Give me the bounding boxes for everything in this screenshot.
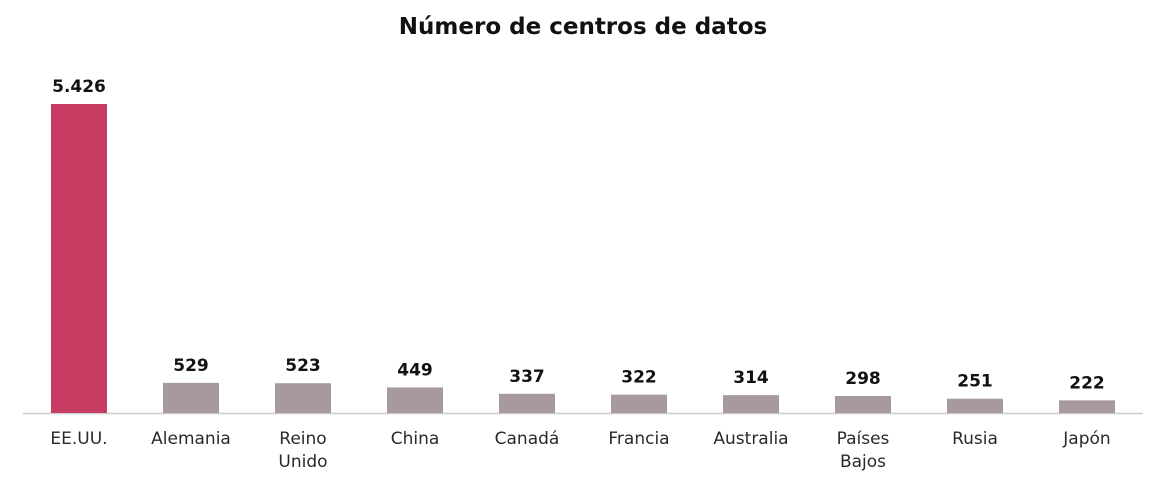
- data-label: 251: [957, 372, 993, 392]
- x-tick-label: Japón: [1062, 429, 1110, 449]
- bar: [611, 394, 667, 413]
- x-tick-label: Canadá: [495, 429, 560, 449]
- x-tick-label: Rusia: [952, 429, 998, 449]
- chart-title: Número de centros de datos: [398, 14, 768, 40]
- bar: [723, 395, 779, 413]
- x-tick-label-line: China: [391, 429, 440, 449]
- x-tick-label: Francia: [608, 429, 669, 449]
- x-tick-label: Alemania: [151, 429, 231, 449]
- x-tick-label-line: Canadá: [495, 429, 560, 449]
- x-tick-label-line: EE.UU.: [50, 429, 107, 449]
- data-label: 5.426: [52, 77, 106, 97]
- x-tick-label-line: Japón: [1062, 429, 1110, 449]
- x-tick-label: China: [391, 429, 440, 449]
- data-label: 322: [621, 368, 657, 388]
- data-label: 449: [397, 360, 433, 380]
- bar: [947, 398, 1003, 413]
- x-tick-label: Australia: [713, 429, 788, 449]
- data-label: 314: [733, 368, 769, 388]
- bar: [1059, 400, 1115, 413]
- data-label: 298: [845, 369, 881, 389]
- x-tick-label: Países Bajos: [837, 429, 890, 472]
- x-tick-label-line: Rusia: [952, 429, 998, 449]
- data-label: 222: [1069, 373, 1105, 393]
- data-label: 529: [173, 356, 209, 376]
- bar: [51, 104, 107, 413]
- x-tick-label-line: Alemania: [151, 429, 231, 449]
- bar: [163, 382, 219, 413]
- data-label: 337: [509, 367, 545, 387]
- bar: [275, 383, 331, 413]
- x-tick-label: EE.UU.: [50, 429, 107, 449]
- x-tick-label-line: Australia: [713, 429, 788, 449]
- x-tick-label: Reino Unido: [278, 429, 327, 472]
- bar: [835, 396, 891, 413]
- x-tick-label-line: Países: [837, 429, 890, 449]
- bar: [499, 393, 555, 413]
- data-label: 523: [285, 356, 321, 376]
- x-tick-label-line: Francia: [608, 429, 669, 449]
- x-tick-label-line: Reino: [279, 429, 326, 449]
- x-tick-label-line: Bajos: [840, 452, 886, 472]
- x-tick-label-line: Unido: [278, 452, 327, 472]
- bar: [387, 387, 443, 413]
